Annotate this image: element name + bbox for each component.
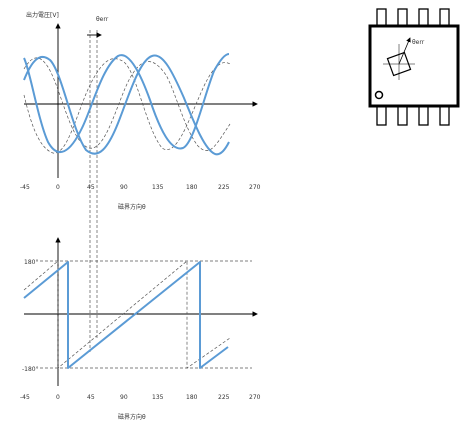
y-minus-180-label: -180° [22, 366, 39, 373]
pin-bottom-3 [419, 105, 428, 125]
pin1-marker [376, 92, 383, 99]
package-body [370, 26, 458, 106]
bottom-chart: 180° -180° -45 0 45 90 135 180 225 270 磁… [20, 238, 261, 421]
top-xtick: 0 [56, 184, 60, 191]
top-x-axis-label: 磁界方向θ [118, 203, 146, 211]
bottom-xtick: 45 [87, 394, 95, 401]
top-xtick: 270 [249, 184, 261, 191]
pin-bottom-1 [377, 105, 386, 125]
top-chart: 出力電圧[V] θerr -45 0 45 90 135 180 225 270… [20, 11, 261, 352]
bottom-xtick: 90 [120, 394, 128, 401]
top-xtick: 180 [186, 184, 198, 191]
sensor-package: θerr [370, 9, 458, 125]
top-error-label: θerr [96, 16, 109, 23]
bottom-xtick: 135 [152, 394, 164, 401]
bottom-xtick: 270 [249, 394, 261, 401]
bottom-xtick: -45 [20, 394, 30, 401]
top-xtick: 90 [120, 184, 128, 191]
ref-cos-wave [24, 59, 230, 153]
package-angle-label: θerr [412, 39, 425, 46]
top-xtick: 225 [218, 184, 230, 191]
bottom-xtick: 225 [218, 394, 230, 401]
bottom-xtick: 180 [186, 394, 198, 401]
measured-angle-sawtooth [24, 262, 228, 368]
signal-sin-wave [24, 56, 229, 155]
bottom-xtick: 0 [56, 394, 60, 401]
top-xtick: 135 [152, 184, 164, 191]
y-plus-180-label: 180° [24, 259, 38, 266]
top-x-ticks: -45 0 45 90 135 180 225 270 [20, 184, 261, 191]
top-xtick: -45 [20, 184, 30, 191]
pin-bottom-4 [440, 105, 449, 125]
pin-bottom-2 [398, 105, 407, 125]
bottom-x-ticks: -45 0 45 90 135 180 225 270 [20, 394, 261, 401]
bottom-x-axis-label: 磁界方向θ [118, 413, 146, 421]
top-xtick: 45 [87, 184, 95, 191]
top-y-axis-label: 出力電圧[V] [26, 11, 59, 19]
